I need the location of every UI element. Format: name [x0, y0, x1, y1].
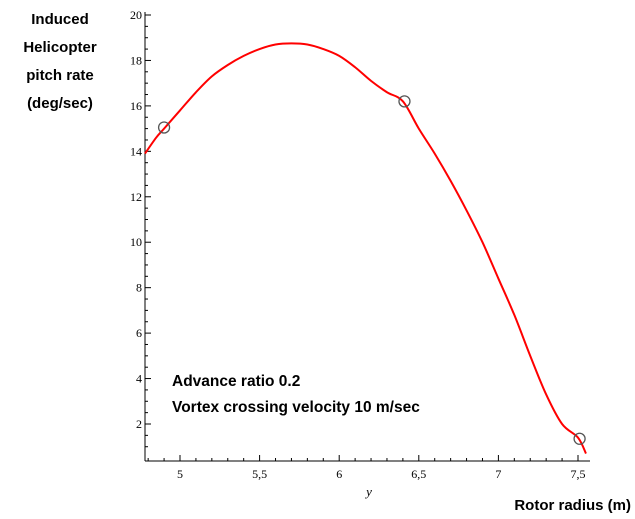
y-axis-label-line-2: Helicopter [23, 39, 97, 56]
x-ticks: 5 5,5 6 6,5 7 7,5 [147, 455, 586, 481]
y-tick-label: 16 [130, 99, 142, 113]
y-axis-label-line-3: pitch rate [26, 67, 94, 84]
y-tick-label: 20 [130, 8, 142, 22]
x-tick-label: 7,5 [571, 467, 586, 481]
x-tick-label: 5 [177, 467, 183, 481]
series-line [144, 42, 587, 454]
y-tick-label: 8 [136, 281, 142, 295]
x-tick-label: 5,5 [252, 467, 267, 481]
x-tick-label: 6 [336, 467, 342, 481]
y-tick-label: 4 [136, 372, 142, 386]
annotation-advance-ratio: Advance ratio 0.2 [172, 373, 300, 390]
y-axis-label-line-1: Induced [31, 11, 89, 28]
data-point-marker [398, 95, 411, 108]
y-tick-label: 6 [136, 326, 142, 340]
data-point-marker [573, 432, 586, 445]
axis-variable-label: y [364, 484, 372, 499]
markers [157, 95, 586, 445]
y-tick-label: 12 [130, 190, 142, 204]
y-tick-label: 14 [130, 144, 142, 158]
x-axis-label: Rotor radius (m) [514, 497, 631, 514]
x-tick-label: 7 [495, 467, 501, 481]
data-point-marker [157, 121, 171, 134]
annotation-vortex-velocity: Vortex crossing velocity 10 m/sec [172, 399, 420, 416]
y-axis-label-line-4: (deg/sec) [27, 95, 93, 112]
y-ticks: 2 4 6 8 10 12 14 16 18 20 [130, 8, 151, 448]
y-tick-label: 10 [130, 235, 142, 249]
x-tick-label: 6,5 [411, 467, 426, 481]
y-tick-label: 18 [130, 53, 142, 67]
y-tick-label: 2 [136, 417, 142, 431]
